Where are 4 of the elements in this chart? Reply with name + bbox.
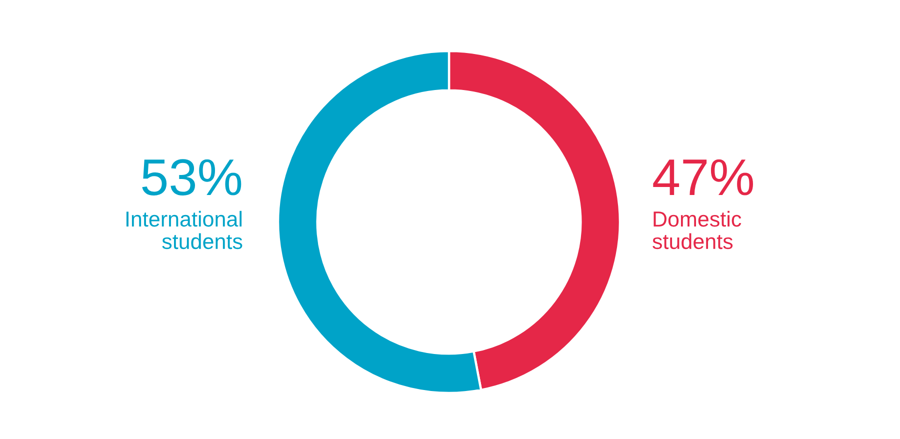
slice-label: International students	[126, 210, 242, 250]
data-label: 53%	[142, 159, 242, 196]
slice-label: Domestic students	[652, 210, 742, 250]
data-label: 47%	[653, 159, 753, 196]
